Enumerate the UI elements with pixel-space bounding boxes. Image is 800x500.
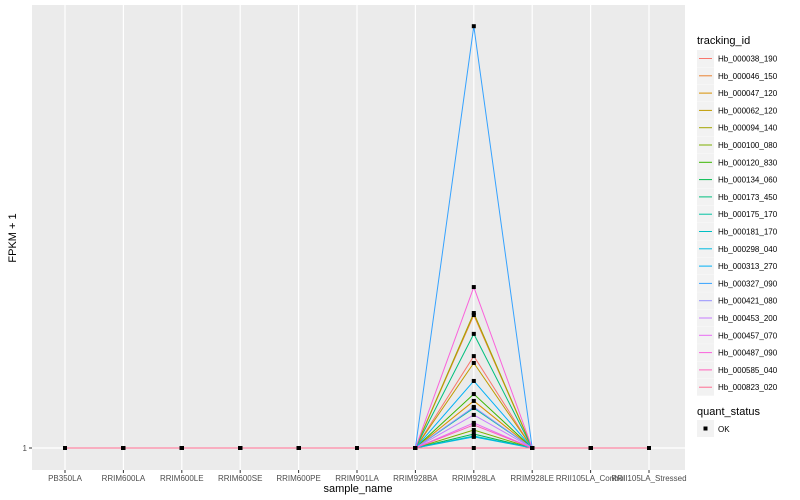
legend-label: Hb_000175_170: [718, 210, 778, 219]
data-point: [647, 446, 651, 450]
x-tick-label: RRIM600LE: [160, 474, 204, 483]
square-point-icon: [703, 426, 708, 431]
data-point: [238, 446, 243, 450]
data-point: [471, 412, 476, 417]
data-point: [471, 331, 476, 336]
y-tick-label: 1: [23, 444, 28, 453]
data-point: [471, 24, 476, 29]
x-tick-label: RRIM901LA: [335, 474, 379, 483]
data-point: [530, 446, 535, 450]
legend-label: Hb_000453_200: [718, 314, 778, 323]
data-point: [588, 446, 593, 450]
x-tick-label: RRII105LA_Stressed: [611, 474, 686, 483]
legend-label: Hb_000062_120: [718, 106, 778, 115]
data-point: [413, 446, 418, 450]
x-tick-label: RRIM600SE: [218, 474, 262, 483]
x-tick-label: RRIM600PE: [276, 474, 320, 483]
data-point: [296, 446, 301, 450]
legend-label: Hb_000100_080: [718, 141, 778, 150]
data-point: [471, 422, 476, 427]
data-point: [471, 392, 476, 397]
legend-label: Hb_000823_020: [718, 383, 778, 392]
x-tick-label: RRIM928LE: [510, 474, 554, 483]
x-tick-label: RRIM600LA: [102, 474, 146, 483]
legend-label: Hb_000120_830: [718, 158, 778, 167]
legend-label: Hb_000457_070: [718, 331, 778, 340]
data-point: [63, 446, 67, 450]
data-point: [471, 398, 476, 403]
shape-legend-label: OK: [718, 425, 730, 434]
legend-label: Hb_000487_090: [718, 349, 778, 358]
legend-label: Hb_000298_040: [718, 245, 778, 254]
data-point: [121, 446, 126, 450]
data-point: [355, 446, 359, 450]
x-axis-label: sample_name: [323, 483, 392, 495]
data-point: [471, 311, 476, 316]
legend-label: Hb_000421_080: [718, 297, 778, 306]
legend-label: Hb_000134_060: [718, 176, 778, 185]
shape-legend-title: quant_status: [697, 406, 760, 418]
data-point: [471, 428, 476, 433]
legend-label: Hb_000173_450: [718, 193, 778, 202]
legend-label: Hb_000094_140: [718, 124, 778, 133]
data-point: [471, 354, 476, 359]
x-tick-label: PB350LA: [48, 474, 82, 483]
legend-label: Hb_000181_170: [718, 228, 778, 237]
legend-label: Hb_000046_150: [718, 72, 778, 81]
data-point: [471, 446, 476, 450]
legend-title: tracking_id: [697, 35, 750, 47]
legend-label: Hb_000047_120: [718, 89, 778, 98]
data-point: [471, 378, 476, 383]
data-point: [471, 434, 476, 439]
legend-label: Hb_000313_270: [718, 262, 778, 271]
x-tick-label: RRIM928BA: [393, 474, 438, 483]
data-point: [471, 360, 476, 365]
legend-label: Hb_000585_040: [718, 366, 778, 375]
data-point: [471, 404, 476, 409]
panel-background: [32, 5, 685, 470]
y-axis-label: FPKM + 1: [7, 213, 19, 262]
data-point: [179, 446, 184, 450]
data-point: [471, 285, 476, 290]
x-tick-label: RRII105LA_Control: [556, 474, 626, 483]
x-tick-label: RRIM928LA: [452, 474, 496, 483]
legend-label: Hb_000038_190: [718, 55, 778, 64]
legend-label: Hb_000327_090: [718, 279, 778, 288]
